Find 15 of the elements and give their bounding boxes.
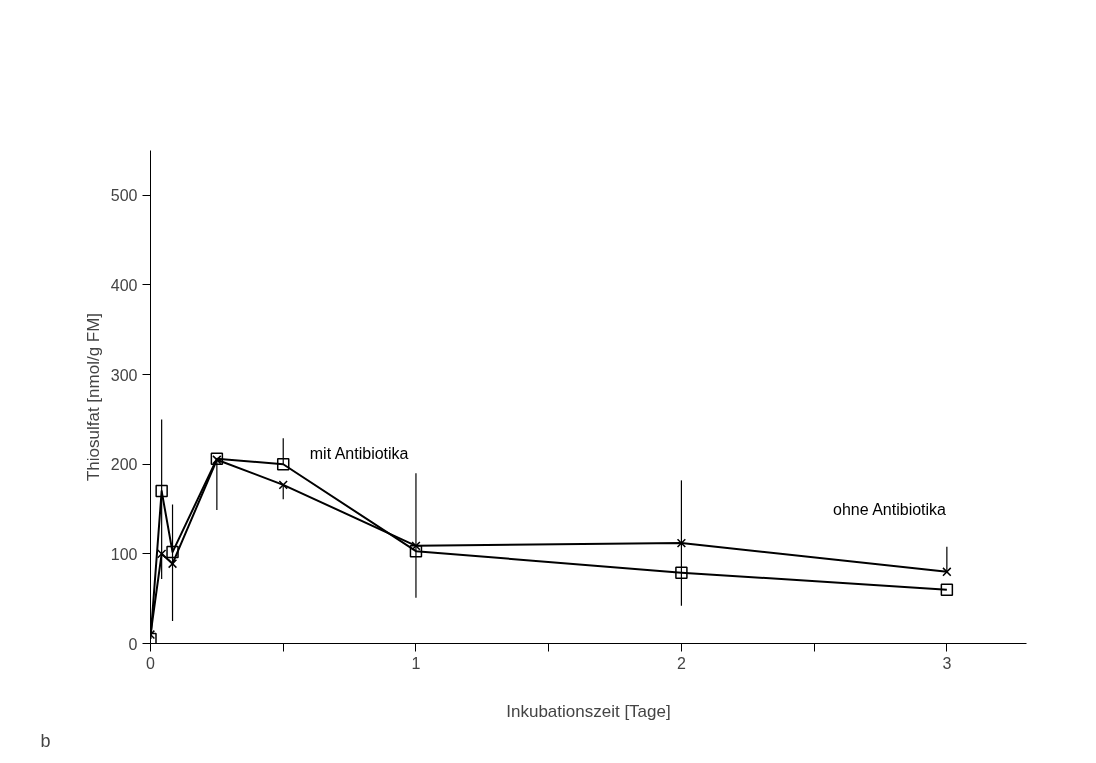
- y-axis-title: Thiosulfat [nmol/g FM]: [83, 312, 103, 482]
- y-tick-label: 400: [110, 276, 138, 294]
- y-tick-label: 300: [110, 366, 138, 384]
- y-tick-label: 0: [128, 635, 138, 653]
- series-label: mit Antibiotika: [309, 444, 409, 462]
- text: ohne Antibiotika: [833, 501, 947, 519]
- y-tick-label: 200: [110, 456, 138, 474]
- x-tick-label: 0: [146, 654, 156, 672]
- x-axis-title: Inkubationszeit [Tage]: [506, 701, 671, 721]
- x-tick-label: 2: [676, 654, 686, 672]
- y-tick-label: 500: [110, 187, 138, 205]
- y-tick-label: 100: [110, 545, 138, 563]
- x-tick-label: 1: [411, 654, 421, 672]
- x-tick-label: 3: [942, 654, 952, 672]
- text: b: [40, 730, 51, 751]
